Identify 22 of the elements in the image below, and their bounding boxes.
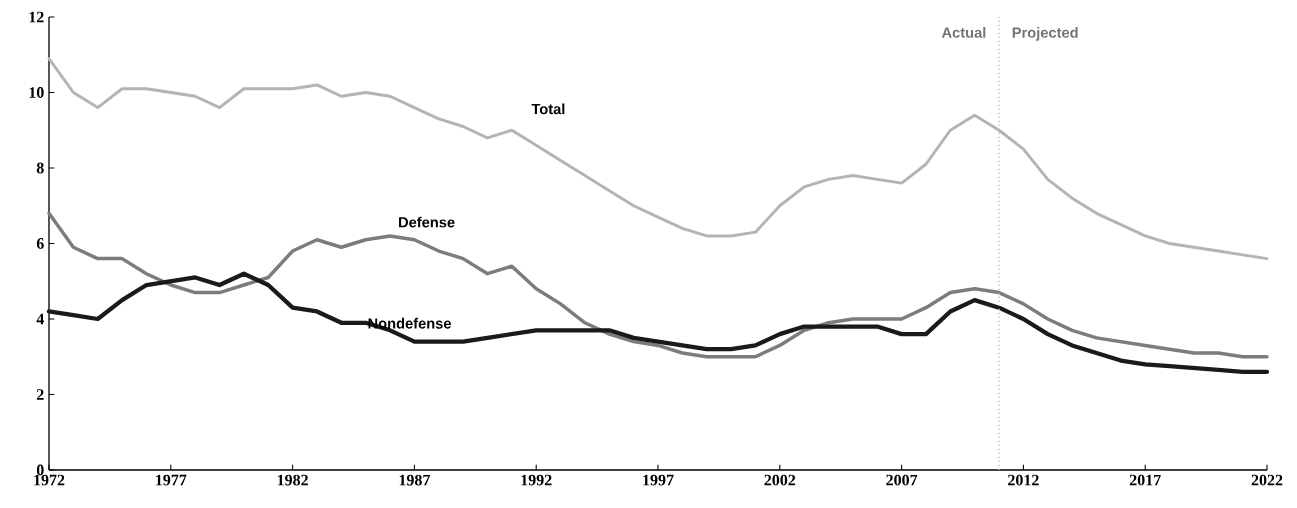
x-tick-label: 1997	[643, 474, 674, 486]
x-tick-label: 1972	[34, 474, 65, 486]
y-tick-label: 2	[36, 389, 44, 400]
y-tick-label: 12	[29, 11, 44, 23]
series-label: Total	[531, 103, 565, 115]
x-tick-label: 2007	[886, 474, 918, 486]
annotation: Projected	[1012, 27, 1078, 41]
x-tick-label: 2012	[1008, 474, 1039, 486]
y-tick-label: 8	[36, 162, 44, 174]
series-label: Defense	[399, 216, 455, 228]
y-tick-label: 4	[36, 313, 44, 325]
x-tick-label: 2017	[1129, 474, 1161, 486]
x-tick-label: 1992	[521, 474, 552, 486]
x-tick-label: 2022	[1251, 474, 1283, 486]
x-tick-label: 1982	[277, 474, 308, 486]
x-tick-label: 1987	[399, 474, 431, 486]
x-tick-label: 1977	[156, 474, 187, 486]
y-tick-label: 10	[29, 87, 44, 98]
y-tick-label: 6	[36, 238, 44, 249]
y-tick-label: 0	[36, 464, 44, 476]
annotation: Actual	[941, 27, 986, 38]
x-tick-label: 2002	[764, 474, 796, 486]
